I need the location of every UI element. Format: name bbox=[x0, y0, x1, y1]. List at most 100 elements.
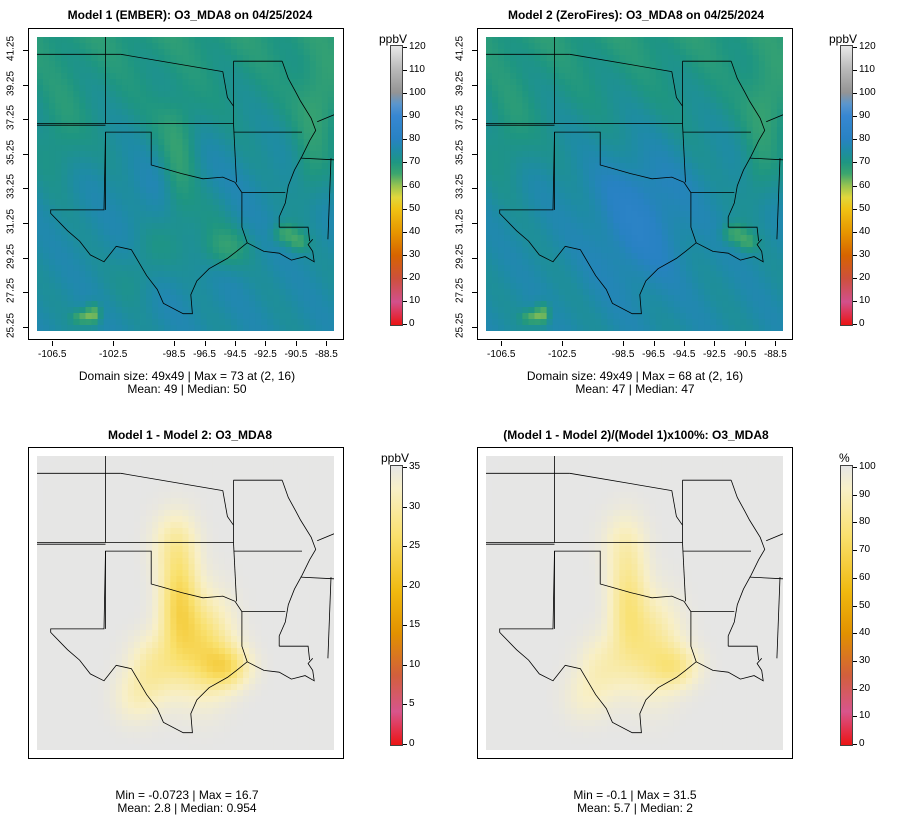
grid-cell bbox=[315, 295, 323, 302]
grid-cell bbox=[261, 229, 268, 236]
grid-cell bbox=[498, 271, 505, 278]
grid-cell bbox=[619, 67, 626, 74]
grid-cell bbox=[182, 301, 189, 308]
grid-cell bbox=[704, 259, 711, 266]
grid-cell bbox=[595, 271, 602, 278]
grid-cell bbox=[582, 259, 590, 266]
grid-cell bbox=[534, 271, 541, 278]
grid-cell bbox=[255, 205, 262, 212]
grid-cell bbox=[728, 277, 735, 284]
x-tick-label: -106.5 bbox=[38, 349, 67, 360]
grid-cell bbox=[279, 211, 286, 218]
grid-cell bbox=[698, 223, 705, 230]
grid-cell bbox=[649, 145, 657, 152]
grid-cell bbox=[158, 289, 165, 296]
grid-cell bbox=[267, 73, 274, 80]
grid-cell bbox=[218, 133, 226, 140]
grid-cell bbox=[673, 169, 681, 176]
grid-cell bbox=[109, 223, 117, 230]
grid-cell bbox=[746, 115, 754, 122]
grid-cell bbox=[97, 145, 105, 152]
grid-cell bbox=[91, 139, 99, 146]
grid-cell bbox=[55, 301, 62, 308]
grid-cell bbox=[510, 313, 517, 320]
grid-cell bbox=[661, 217, 669, 224]
grid-cell bbox=[637, 247, 644, 254]
grid-cell bbox=[200, 139, 208, 146]
grid-cell bbox=[224, 163, 232, 170]
grid-cell bbox=[224, 241, 232, 248]
grid-cell bbox=[109, 163, 117, 170]
grid-cell bbox=[140, 247, 147, 254]
grid-cell bbox=[212, 163, 220, 170]
grid-cell bbox=[637, 271, 644, 278]
grid-cell bbox=[158, 217, 165, 224]
boundary-line bbox=[682, 123, 686, 183]
grid-cell bbox=[655, 43, 663, 50]
grid-cell bbox=[698, 133, 705, 140]
grid-cell bbox=[722, 289, 729, 296]
grid-cell bbox=[194, 181, 202, 188]
grid-cell bbox=[722, 97, 729, 104]
grid-cell bbox=[327, 247, 334, 254]
grid-cell bbox=[121, 85, 129, 92]
grid-cell bbox=[546, 85, 554, 92]
grid-cell bbox=[764, 241, 772, 248]
grid-cell bbox=[710, 43, 717, 50]
grid-cell bbox=[752, 169, 760, 176]
grid-cell bbox=[37, 241, 44, 248]
grid-cell bbox=[601, 115, 608, 122]
grid-cell bbox=[55, 217, 62, 224]
grid-cell bbox=[534, 289, 541, 296]
grid-cell bbox=[734, 91, 741, 98]
grid-cell bbox=[249, 295, 256, 302]
grid-cell bbox=[273, 229, 280, 236]
grid-cell bbox=[546, 127, 554, 134]
grid-cell bbox=[67, 223, 74, 230]
grid-cell bbox=[631, 127, 638, 134]
grid-cell bbox=[722, 109, 729, 116]
grid-cell bbox=[631, 193, 638, 200]
grid-cell bbox=[285, 151, 292, 158]
grid-cell bbox=[140, 97, 147, 104]
panel-title: Model 1 - Model 2: O3_MDA8 bbox=[107, 428, 273, 442]
y-tick-mark bbox=[23, 49, 28, 51]
grid-cell bbox=[570, 67, 578, 74]
grid-cell bbox=[255, 97, 262, 104]
grid-cell bbox=[722, 145, 729, 152]
grid-cell bbox=[55, 325, 62, 331]
grid-cell bbox=[492, 241, 499, 248]
grid-cell bbox=[625, 151, 632, 158]
grid-cell bbox=[601, 43, 608, 50]
grid-cell bbox=[115, 259, 123, 266]
colorbar-tick-label: 30 bbox=[859, 248, 871, 260]
grid-cell bbox=[492, 67, 499, 74]
grid-cell bbox=[522, 169, 529, 176]
grid-cell bbox=[85, 211, 92, 218]
grid-cell bbox=[516, 73, 523, 80]
grid-cell bbox=[546, 229, 554, 236]
grid-cell bbox=[279, 283, 286, 290]
grid-cell bbox=[212, 265, 220, 272]
grid-cell bbox=[655, 73, 663, 80]
grid-cell bbox=[510, 85, 517, 92]
grid-cell bbox=[140, 271, 147, 278]
grid-cell bbox=[704, 67, 711, 74]
grid-cell bbox=[595, 169, 602, 176]
grid-cell bbox=[776, 211, 783, 218]
grid-cell bbox=[546, 91, 554, 98]
grid-cell bbox=[73, 85, 80, 92]
grid-cell bbox=[188, 229, 195, 236]
grid-cell bbox=[43, 325, 50, 331]
grid-cell bbox=[661, 325, 669, 331]
grid-cell bbox=[127, 91, 135, 98]
grid-cell bbox=[740, 121, 748, 128]
grid-cell bbox=[103, 163, 111, 170]
grid-cell bbox=[734, 217, 741, 224]
grid-cell bbox=[570, 235, 578, 242]
grid-cell bbox=[534, 223, 541, 230]
grid-cell bbox=[79, 181, 86, 188]
grid-cell bbox=[710, 169, 717, 176]
grid-cell bbox=[279, 61, 286, 68]
grid-cell bbox=[73, 73, 80, 80]
